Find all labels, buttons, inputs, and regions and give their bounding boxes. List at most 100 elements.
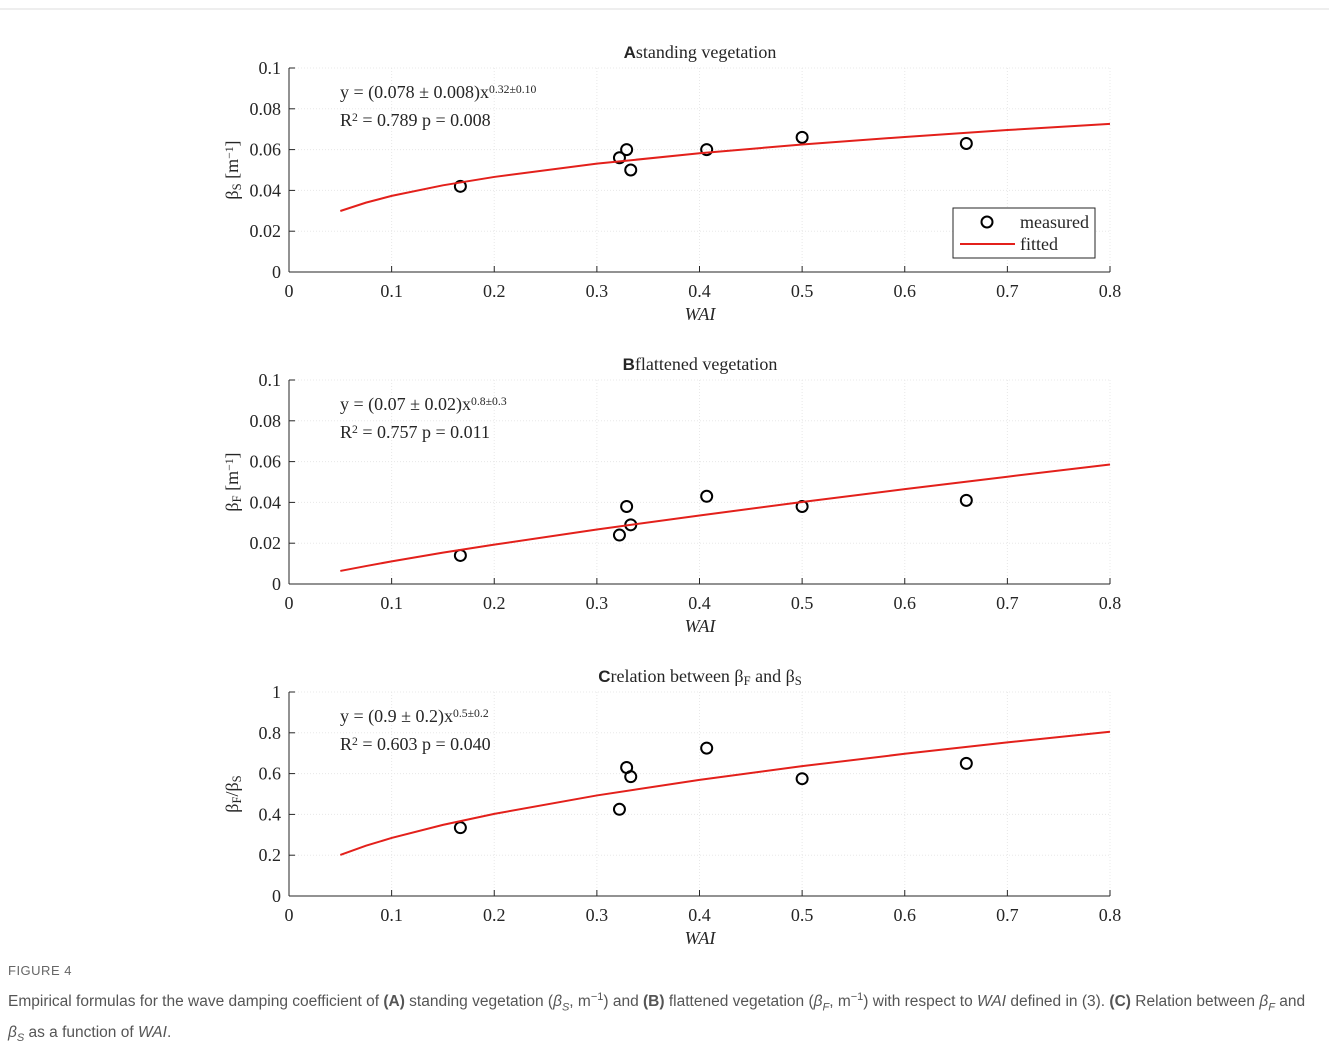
text-part: 2 (352, 735, 358, 748)
y-axis-label: βF/βS (222, 775, 244, 812)
annotation: y = (0.07 ± 0.02)x0.8±0.3 (340, 394, 507, 415)
text-part: 2 (352, 111, 358, 124)
text-part: S (795, 674, 802, 688)
x-tick-label: 0.6 (894, 905, 917, 925)
text-part: and β (751, 666, 795, 686)
legend-label: measured (1020, 212, 1089, 232)
data-point (959, 136, 973, 150)
y-tick-label: 0.02 (250, 221, 282, 241)
annotation: R2 = 0.789 p = 0.008 (340, 110, 491, 130)
charts: 0 0.02 0.04 0.06 0.08 0.1 0 0.1 0.2 0.3 0.4 0.5 0.6 0… (0, 8, 1329, 948)
caption-part: S (561, 1001, 570, 1014)
data-point (453, 821, 467, 835)
x-tick-label: 0 (285, 905, 294, 925)
text-part: flattened vegetation (635, 354, 777, 374)
y-tick-label: 0.02 (250, 533, 282, 553)
caption-part: ) and (603, 993, 644, 1011)
text-part: R (340, 110, 352, 130)
caption-part: defined in (3). (1006, 993, 1110, 1011)
text-part: standing vegetation (636, 42, 776, 62)
x-tick-label: 0.7 (996, 593, 1019, 613)
caption-part: , m (829, 993, 851, 1011)
x-tick-label: 0.8 (1099, 281, 1122, 301)
y-tick-label: 0.1 (259, 370, 282, 390)
x-tick-label: 0.2 (483, 593, 506, 613)
x-tick-label: 0.4 (688, 593, 711, 613)
text-part: R (340, 422, 352, 442)
x-tick-label: 0.5 (791, 281, 814, 301)
panel-label: C (598, 667, 610, 686)
data-point (612, 802, 626, 816)
caption-part: S (16, 1032, 25, 1045)
data-point (959, 493, 973, 507)
x-tick-label: 0.5 (791, 593, 814, 613)
caption-label: FIGURE 4 (8, 963, 72, 978)
text-part: ] (222, 140, 242, 146)
text-part: 0.32±0.10 (489, 83, 536, 96)
data-point (795, 499, 809, 513)
chart-title: Bflattened vegetation (623, 354, 778, 374)
text-part: F (744, 674, 751, 688)
text-part: R (340, 734, 352, 754)
text-part: y = (0.9 ± 0.2)x (340, 706, 453, 727)
caption-part: (B) (643, 993, 665, 1011)
y-tick-label: 0.08 (250, 99, 282, 119)
text-part: relation between β (610, 666, 743, 686)
x-tick-label: 0 (285, 281, 294, 301)
data-point (620, 143, 634, 157)
x-axis-label: WAI (685, 304, 717, 324)
text-part: y = (0.078 ± 0.008)x (340, 82, 489, 103)
annotation: R2 = 0.603 p = 0.040 (340, 734, 491, 754)
legend-swatch (980, 215, 994, 229)
x-tick-label: 0.2 (483, 905, 506, 925)
panel-label: A (624, 43, 636, 62)
data-point (795, 772, 809, 786)
y-tick-label: 0.1 (259, 58, 282, 78)
x-tick-label: 0.4 (688, 905, 711, 925)
x-tick-label: 0.1 (380, 281, 403, 301)
y-axis-label: βF [m−1] (222, 452, 244, 511)
caption-part: flattened vegetation ( (664, 993, 814, 1011)
caption-part: F (1268, 1001, 1275, 1014)
caption-part: WAI (137, 1024, 167, 1042)
x-tick-label: 0.6 (894, 281, 917, 301)
data-point (612, 151, 626, 165)
text-part: = 0.603 p = 0.040 (358, 734, 491, 754)
data-point (700, 143, 714, 157)
text-part: = 0.757 p = 0.011 (358, 422, 490, 442)
caption-part: (C) (1109, 993, 1131, 1011)
fitted-line (339, 730, 1111, 856)
y-tick-label: 0 (272, 574, 281, 594)
text-part: F (230, 495, 244, 502)
text-part: = 0.789 p = 0.008 (358, 110, 491, 130)
text-part: [m (222, 471, 242, 496)
y-tick-label: 0.4 (259, 804, 282, 824)
caption-text: Empirical formulas for the wave damping … (8, 984, 1318, 1051)
caption-part: standing vegetation ( (404, 993, 554, 1011)
y-tick-label: 0.8 (259, 723, 282, 743)
y-tick-label: 0.04 (250, 180, 282, 200)
x-axis-label: WAI (685, 928, 717, 948)
text-part: 0.5±0.2 (453, 707, 489, 720)
y-tick-label: 0.6 (259, 764, 282, 784)
x-axis-label: WAI (685, 616, 717, 636)
caption-part: β (8, 1024, 17, 1042)
caption-part: and (1274, 993, 1306, 1011)
annotation: y = (0.9 ± 0.2)x0.5±0.2 (340, 706, 489, 727)
panel-label: B (623, 355, 635, 374)
x-tick-label: 0.7 (996, 281, 1019, 301)
y-tick-label: 0.08 (250, 411, 282, 431)
y-tick-label: 0.2 (259, 845, 282, 865)
x-tick-label: 0.5 (791, 905, 814, 925)
x-tick-label: 0.2 (483, 281, 506, 301)
x-tick-label: 0.1 (380, 905, 403, 925)
caption-part: −1 (590, 991, 604, 1003)
chart-title: Crelation between βF and βS (598, 666, 802, 688)
y-tick-label: 0.04 (250, 492, 282, 512)
y-tick-label: 0.06 (250, 140, 282, 160)
y-tick-label: 0 (272, 886, 281, 906)
caption-part: . (166, 1024, 172, 1042)
data-point (612, 528, 626, 542)
caption-part: −1 (850, 991, 864, 1003)
